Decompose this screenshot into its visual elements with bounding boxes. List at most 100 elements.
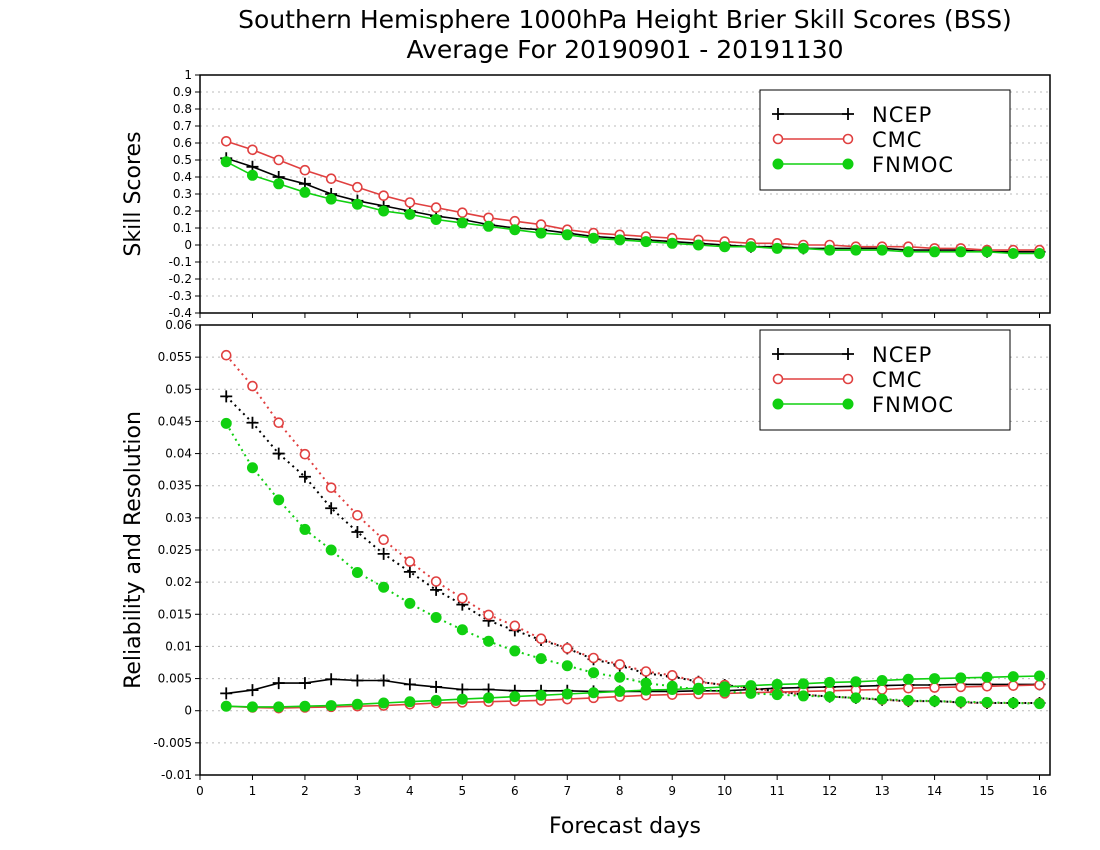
legend-marker xyxy=(842,398,854,410)
data-point xyxy=(719,241,731,253)
data-point xyxy=(220,700,232,712)
legend-item-ncep: NCEP xyxy=(772,103,932,127)
legend-marker xyxy=(842,373,854,385)
data-point xyxy=(929,246,941,258)
legend-item-cmc: CMC xyxy=(772,128,921,152)
y-tick-label: 0.2 xyxy=(173,204,192,218)
data-point xyxy=(876,244,888,256)
data-point xyxy=(377,547,390,560)
data-point xyxy=(325,673,338,686)
x-tick-label: 0 xyxy=(196,784,204,798)
y-tick-label: -0.1 xyxy=(169,255,192,269)
legend-label: NCEP xyxy=(872,103,932,127)
data-point xyxy=(955,672,967,684)
data-point xyxy=(1034,698,1046,710)
data-point xyxy=(824,244,836,256)
x-tick-label: 10 xyxy=(717,784,732,798)
data-point xyxy=(509,620,521,632)
legend-label: CMC xyxy=(872,368,922,392)
data-point xyxy=(298,470,311,483)
data-point xyxy=(561,688,573,700)
data-point xyxy=(456,683,469,696)
data-point xyxy=(404,696,416,708)
data-point xyxy=(377,674,390,687)
data-point xyxy=(483,609,494,621)
y-tick-label: 0.9 xyxy=(173,85,192,99)
y-tick-label: -0.4 xyxy=(169,306,192,320)
y-tick-label: 0.02 xyxy=(165,575,192,589)
legend-marker xyxy=(772,108,784,120)
data-point xyxy=(246,684,259,697)
legend-marker xyxy=(772,133,784,145)
data-point xyxy=(614,659,626,670)
data-point xyxy=(509,224,521,236)
y-tick-label: 0.025 xyxy=(158,543,192,557)
data-point xyxy=(299,186,311,198)
data-point xyxy=(299,164,311,176)
data-point xyxy=(561,229,573,241)
y-tick-label: 0.1 xyxy=(173,221,192,235)
data-point xyxy=(981,680,993,692)
data-point xyxy=(1034,679,1045,691)
data-point xyxy=(876,675,888,686)
data-point xyxy=(456,624,468,636)
data-point xyxy=(1007,680,1019,691)
data-point xyxy=(351,674,364,687)
x-tick-label: 9 xyxy=(668,784,676,798)
data-point xyxy=(797,678,809,690)
x-axis-label: Forecast days xyxy=(549,814,701,839)
data-point xyxy=(430,612,442,623)
data-point xyxy=(850,676,862,688)
y-tick-label: 0.045 xyxy=(158,414,192,428)
data-point xyxy=(378,581,390,593)
data-point xyxy=(403,565,416,578)
data-point xyxy=(298,677,311,690)
data-point xyxy=(1034,248,1046,259)
legend-item-fnmoc: FNMOC xyxy=(772,153,954,177)
data-point xyxy=(220,417,232,429)
data-point xyxy=(325,193,337,205)
data-point xyxy=(404,208,416,220)
y-tick-label: 0.7 xyxy=(173,119,192,133)
data-point xyxy=(876,693,888,705)
data-point xyxy=(509,691,521,703)
x-tick-label: 5 xyxy=(459,784,467,798)
data-point xyxy=(430,680,443,693)
data-point xyxy=(246,462,258,474)
data-point xyxy=(272,447,285,460)
legend-box xyxy=(759,89,1011,191)
series-fnmoc-reliability xyxy=(220,670,1046,713)
y-tick-label: 0.03 xyxy=(165,511,192,525)
legend-label: FNMOC xyxy=(872,153,954,177)
data-point xyxy=(902,673,914,685)
legend-item-ncep: NCEP xyxy=(772,343,931,367)
plot-frame xyxy=(199,324,1051,776)
data-point xyxy=(352,181,363,193)
data-point xyxy=(509,645,521,657)
x-tick-label: 13 xyxy=(874,784,889,798)
y-tick-label: 0.6 xyxy=(173,136,192,150)
data-point xyxy=(483,692,495,704)
data-point xyxy=(981,246,993,258)
data-point xyxy=(824,676,836,688)
data-point xyxy=(483,220,495,232)
x-tick-label: 14 xyxy=(927,784,942,798)
data-point xyxy=(955,681,967,693)
y-tick-label: -0.01 xyxy=(161,768,192,782)
y-tick-label: 0.055 xyxy=(158,350,192,364)
data-point xyxy=(351,526,364,538)
legend-marker xyxy=(772,373,784,385)
data-point xyxy=(299,448,311,460)
data-point xyxy=(797,242,809,254)
plot-frame xyxy=(199,74,1051,314)
data-point xyxy=(745,241,757,253)
y-tick-label: 0.01 xyxy=(165,639,192,653)
data-point xyxy=(378,205,390,217)
data-point xyxy=(325,700,337,712)
series-line xyxy=(225,422,1040,705)
data-point xyxy=(1007,248,1019,259)
y-tick-label: 0.05 xyxy=(165,382,192,396)
data-point xyxy=(929,682,940,693)
